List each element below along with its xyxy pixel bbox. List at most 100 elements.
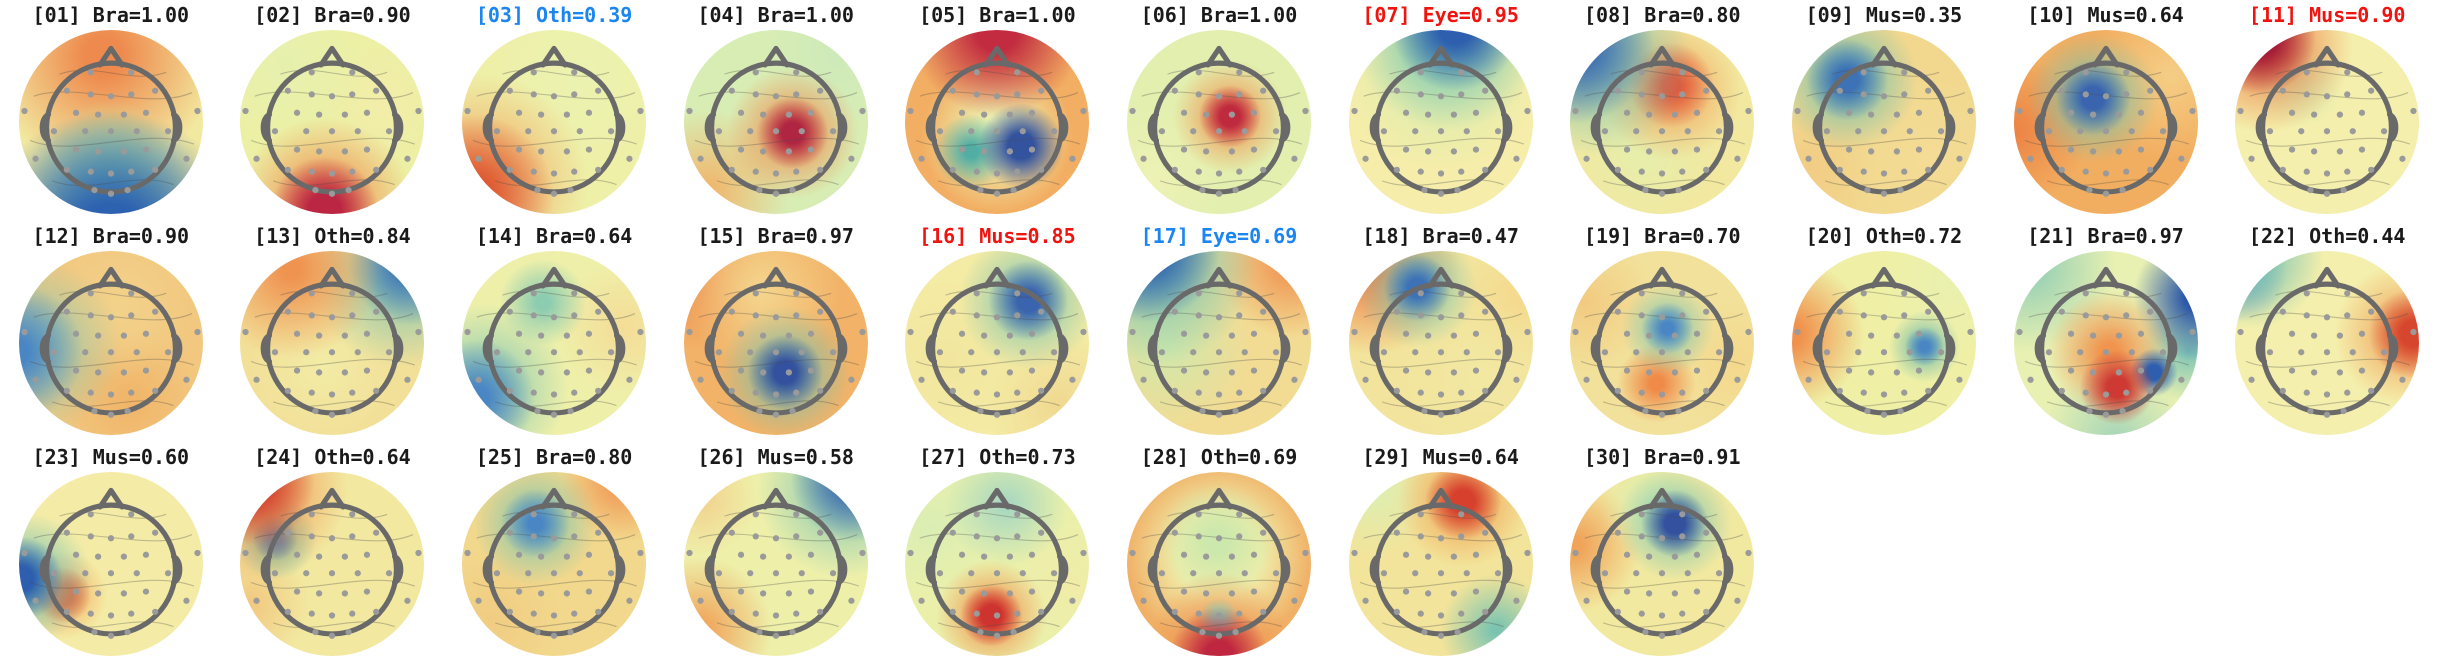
electrode-dot (1241, 128, 1248, 135)
electrode-dot (285, 87, 292, 94)
electrode-dot (1232, 186, 1239, 194)
electrode-dots (242, 69, 423, 197)
electrode-dot (1864, 186, 1871, 194)
electrode-dot (1417, 290, 1424, 297)
head-overlay (1572, 266, 1752, 418)
topomap[interactable] (2013, 251, 2198, 435)
electrode-dot (2344, 290, 2351, 297)
head-overlay (1794, 266, 1974, 418)
electrode-dot (959, 109, 966, 116)
electrode-dot (1007, 332, 1014, 339)
electrode-dot (1703, 387, 1710, 394)
contour-lines (1137, 69, 1302, 187)
electrode-dot (728, 308, 735, 315)
electrode-dot (1014, 511, 1021, 518)
topomap[interactable] (1126, 30, 1311, 214)
electrode-dot (1424, 553, 1431, 560)
electrode-dot (1805, 155, 1812, 162)
topomap[interactable] (683, 251, 868, 435)
electrode-dot (595, 608, 602, 615)
electrode-dot (2303, 389, 2311, 396)
electrode-dot (1129, 107, 1136, 115)
electrode-dot (1417, 511, 1424, 518)
electrode-dot (686, 549, 693, 557)
electrode-dot (772, 128, 779, 135)
topomap[interactable] (905, 251, 1090, 435)
electrode-dot (1402, 146, 1409, 153)
topomap[interactable] (18, 251, 203, 435)
electrode-dots (21, 511, 201, 639)
electrode-dot (1029, 109, 1036, 116)
electrode-dot (1180, 109, 1188, 116)
electrode-dot (2307, 186, 2314, 194)
topomap[interactable] (462, 251, 647, 435)
topomap[interactable] (2013, 30, 2198, 214)
topomap[interactable] (1348, 30, 1533, 214)
topomap[interactable] (905, 472, 1090, 656)
topomap[interactable] (240, 30, 425, 214)
electrode-dot (1080, 328, 1087, 336)
topomap[interactable] (462, 472, 647, 656)
electrode-dot (1684, 128, 1692, 135)
topomap[interactable] (1570, 30, 1755, 214)
topomap[interactable] (240, 251, 425, 435)
topomap[interactable] (1570, 472, 1755, 656)
electrode-dot (1659, 349, 1666, 356)
electrode-dot (1805, 376, 1812, 383)
nose-icon (983, 45, 1011, 68)
electrode-dot (312, 628, 320, 636)
topomap[interactable] (1348, 472, 1533, 656)
electrode-dot (1860, 91, 1867, 98)
electrode-dot (981, 590, 988, 597)
topomap[interactable] (240, 472, 425, 656)
topomap[interactable] (1126, 251, 1311, 435)
electrode-dot (1880, 349, 1888, 356)
electrode-dot (1029, 146, 1036, 153)
electrode-dot (1199, 407, 1206, 415)
electrode-dot (530, 533, 537, 540)
topomap[interactable] (1126, 472, 1311, 656)
electrode-dot (550, 632, 558, 639)
topomap[interactable] (683, 472, 868, 656)
ear-left-icon (1812, 112, 1824, 143)
topomap[interactable] (2235, 30, 2420, 214)
electrode-dots (1129, 290, 1309, 418)
topomap[interactable] (1348, 251, 1533, 435)
electrode-dot (1734, 155, 1741, 162)
contour-lines (1581, 290, 1746, 408)
topomap[interactable] (1791, 30, 1976, 214)
topomap[interactable] (905, 30, 1090, 214)
electrode-dot (752, 290, 759, 297)
topomap[interactable] (18, 472, 203, 656)
electrode-dot (107, 314, 114, 321)
electrode-dot (2076, 128, 2083, 135)
ear-left-icon (1369, 112, 1381, 143)
topomap[interactable] (1791, 251, 1976, 435)
ear-right-icon (1278, 554, 1291, 585)
topomap[interactable] (1570, 251, 1755, 435)
electrode-dot (1393, 529, 1400, 536)
electrode-dot (329, 93, 336, 100)
electrode-dot (2146, 387, 2153, 394)
topomap[interactable] (2235, 251, 2420, 435)
electrode-dot (1924, 166, 1932, 173)
ear-right-icon (1500, 112, 1512, 143)
topomap[interactable] (683, 30, 868, 214)
electrode-dot (355, 349, 362, 356)
electrode-dot (2303, 91, 2311, 98)
electrode-dot (120, 590, 127, 597)
electrode-dot (50, 349, 57, 356)
electrode-dot (959, 330, 966, 337)
electrode-dot (120, 332, 127, 339)
topomap[interactable] (18, 30, 203, 214)
electrode-dot (1906, 349, 1913, 356)
electrode-dot (2122, 168, 2129, 175)
head-overlay (2237, 266, 2417, 418)
topomap[interactable] (462, 30, 647, 214)
electrode-dot (937, 570, 944, 577)
nose-icon (318, 45, 347, 68)
electrode-dot (81, 128, 89, 135)
contour-lines (1359, 69, 1524, 187)
electrode-dot (715, 570, 722, 577)
nose-icon (762, 266, 790, 289)
